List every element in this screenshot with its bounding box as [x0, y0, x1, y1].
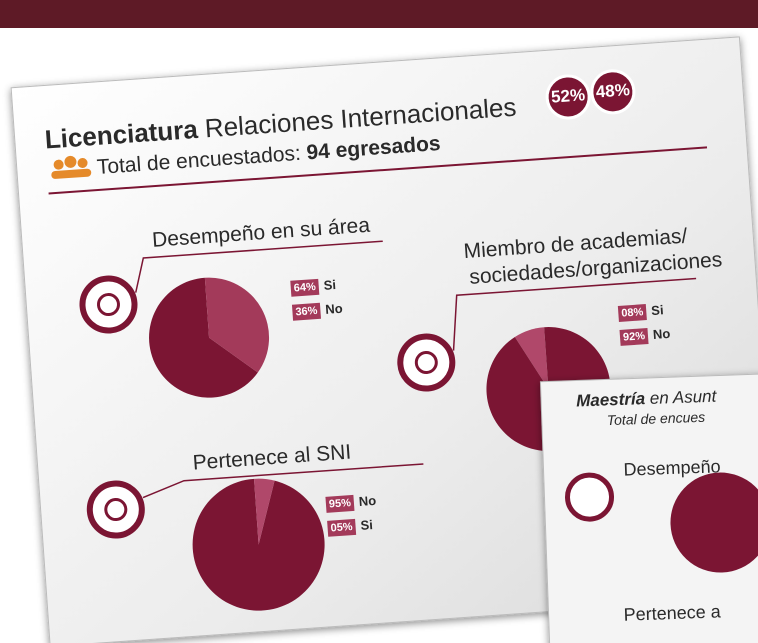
value-label: 05%: [330, 521, 353, 535]
male-badge: [590, 69, 636, 115]
pie-slice: [204, 277, 270, 373]
second-pie: [670, 472, 758, 573]
legend-swatch: [290, 278, 320, 297]
second-card-bg: [539, 372, 758, 643]
legend-swatch: [327, 518, 357, 537]
pie-slice: [254, 478, 275, 545]
value-label: 95%: [329, 497, 352, 511]
icon-core: [414, 351, 438, 375]
value-label: 36%: [295, 305, 318, 319]
female-badge: [545, 74, 591, 120]
icon: [86, 480, 145, 539]
legend-swatch: [325, 494, 355, 513]
legend-label: No: [652, 326, 670, 342]
top-band: [0, 0, 758, 28]
value-label: 64%: [293, 281, 316, 295]
pie-slice: [149, 277, 258, 398]
icon-core: [96, 293, 120, 317]
header-rule: [48, 146, 708, 195]
legend-label: No: [358, 493, 376, 509]
icon: [79, 275, 138, 334]
second-program: en Asunt: [650, 387, 718, 408]
value-label: 92%: [623, 330, 646, 344]
title-rule: [134, 240, 383, 293]
title-rule: [142, 463, 424, 499]
second-header: Maestría en Asunt: [576, 387, 718, 411]
legend-label: Si: [323, 277, 336, 293]
legend-swatch: [617, 304, 647, 322]
pie-slice: [514, 327, 549, 390]
second-respondents: Total de encues: [607, 409, 706, 428]
legend-label: No: [325, 301, 343, 317]
second-degree: Maestría: [576, 390, 646, 411]
legend-label: Si: [651, 302, 664, 318]
legend-swatch: [619, 328, 649, 346]
male-pct: 48%: [595, 80, 630, 101]
second-section2: Pertenece a: [623, 601, 722, 624]
second-card: Maestría en Asunt Total de encues Desemp…: [539, 372, 758, 643]
female-pct: 52%: [550, 85, 585, 106]
legend-label: Si: [360, 517, 373, 533]
legend-swatch: [291, 302, 322, 321]
icon-core: [104, 498, 128, 522]
second-icon1: [565, 472, 615, 522]
people-icon: [51, 155, 92, 179]
title-rule: [452, 277, 697, 351]
second-section1: Desempeño: [623, 456, 721, 479]
icon: [397, 333, 456, 392]
pie-slice: [192, 478, 325, 611]
value-label: 08%: [621, 306, 644, 320]
